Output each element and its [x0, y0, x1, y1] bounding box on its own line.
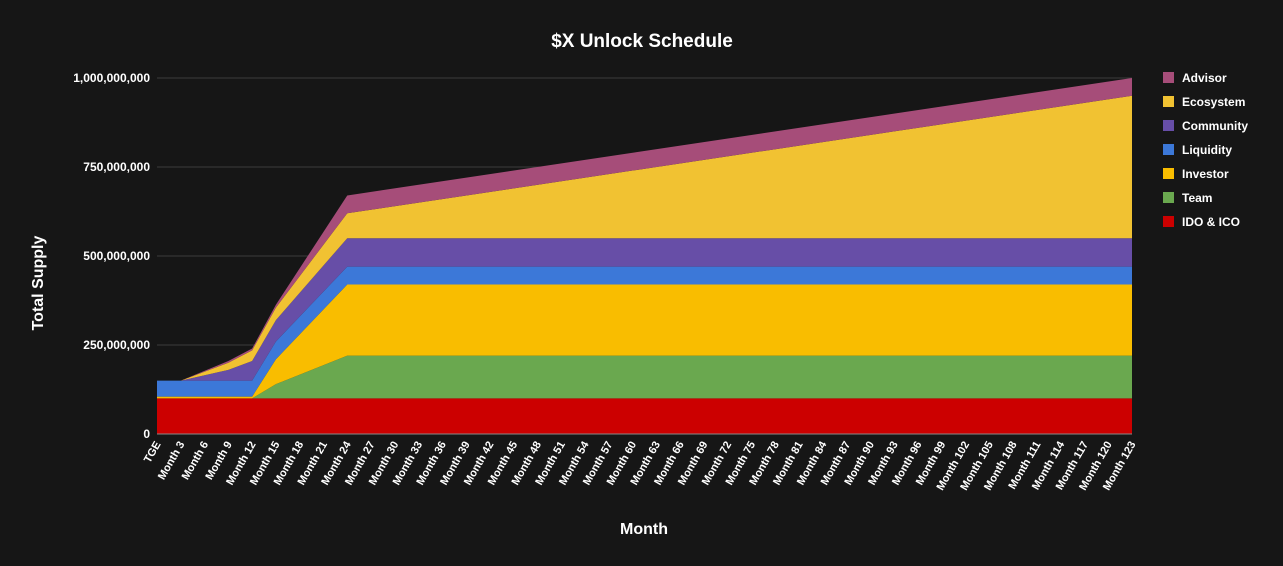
legend-swatch-ido-ico	[1163, 216, 1174, 227]
legend-swatch-liquidity	[1163, 144, 1174, 155]
x-axis-title: Month	[620, 521, 668, 538]
legend: Advisor Ecosystem Community Liquidity Invest…	[1163, 71, 1248, 229]
legend-label-ido-ico: IDO & ICO	[1182, 215, 1240, 229]
y-tick-label: 0	[143, 427, 150, 441]
legend-label-advisor: Advisor	[1182, 71, 1227, 85]
legend-label-liquidity: Liquidity	[1182, 143, 1232, 157]
area-team	[157, 355, 1132, 399]
legend-label-ecosystem: Ecosystem	[1182, 95, 1245, 109]
y-tick-label: 1,000,000,000	[73, 71, 150, 85]
y-tick-label: 500,000,000	[83, 249, 150, 263]
legend-swatch-advisor	[1163, 72, 1174, 83]
legend-label-community: Community	[1182, 119, 1248, 133]
area-ecosystem	[157, 95, 1132, 381]
area-community	[157, 238, 1132, 381]
chart-title: $X Unlock Schedule	[551, 31, 733, 52]
legend-label-investor: Investor	[1182, 167, 1229, 181]
area-ido-ico	[157, 398, 1132, 434]
legend-label-team: Team	[1182, 191, 1212, 205]
y-tick-label: 750,000,000	[83, 160, 150, 174]
y-axis-title: Total Supply	[30, 235, 47, 330]
area-liquidity	[157, 266, 1132, 397]
y-tick-label: 250,000,000	[83, 338, 150, 352]
area-investor	[157, 284, 1132, 399]
legend-swatch-community	[1163, 120, 1174, 131]
legend-swatch-team	[1163, 192, 1174, 203]
legend-swatch-investor	[1163, 168, 1174, 179]
area-advisor	[157, 78, 1132, 381]
plot-areas	[157, 78, 1132, 434]
legend-swatch-ecosystem	[1163, 96, 1174, 107]
y-tick-labels: 0 250,000,000 500,000,000 750,000,000 1,000,…	[73, 71, 150, 441]
